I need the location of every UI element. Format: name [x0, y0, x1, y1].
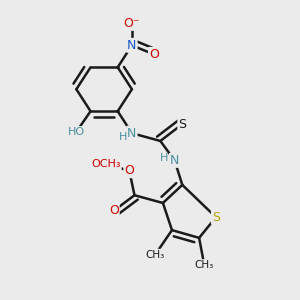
Text: S: S	[178, 118, 186, 131]
Text: H: H	[119, 132, 127, 142]
Text: HO: HO	[68, 127, 85, 137]
Text: O⁻: O⁻	[124, 17, 140, 30]
Text: O: O	[124, 164, 134, 177]
Text: N: N	[170, 154, 179, 167]
Text: N: N	[127, 39, 136, 52]
Text: O: O	[149, 48, 159, 61]
Text: CH₃: CH₃	[146, 250, 165, 260]
Text: H: H	[160, 153, 168, 163]
Text: OCH₃: OCH₃	[91, 159, 121, 169]
Text: O: O	[109, 204, 119, 217]
Text: S: S	[212, 211, 220, 224]
Text: CH₃: CH₃	[195, 260, 214, 270]
Text: N: N	[127, 127, 136, 140]
